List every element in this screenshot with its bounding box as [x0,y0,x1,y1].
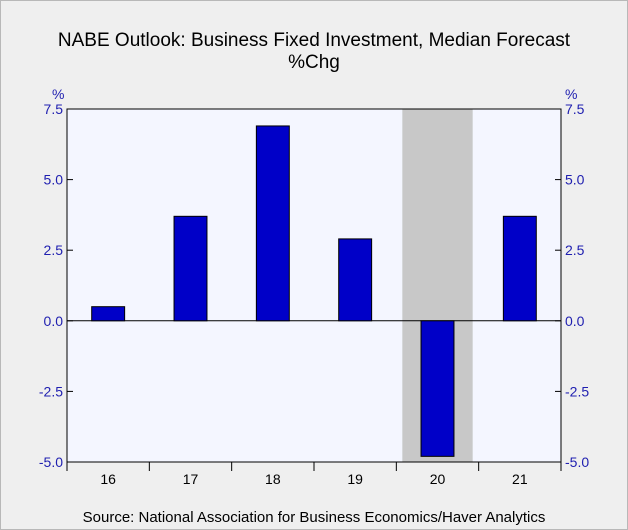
left-tick-label: -2.5 [39,383,63,399]
left-tick-label: 7.5 [44,101,64,117]
source-note: Source: National Association for Busines… [82,509,546,526]
x-tick-label: 20 [430,471,446,487]
right-tick-label: 2.5 [565,242,585,258]
chart-subtitle: %Chg [288,52,340,73]
bar-17 [173,215,208,322]
plot-area [67,109,561,462]
left-axis-unit: % [52,86,65,102]
right-tick-label: 5.0 [565,172,585,188]
right-tick-label: -5.0 [565,454,589,470]
left-tick-label: 5.0 [44,172,64,188]
bar-20 [420,320,455,457]
bar-18 [255,125,290,322]
x-tick-label: 21 [512,471,528,487]
bar-16 [91,306,126,322]
right-axis-unit: % [565,86,578,102]
x-tick-label: 16 [100,471,116,487]
x-tick-label: 18 [265,471,281,487]
right-tick-label: 7.5 [565,101,585,117]
bar-19 [338,238,373,322]
right-tick-label: -2.5 [565,383,589,399]
left-tick-label: -5.0 [39,454,63,470]
left-tick-label: 0.0 [44,313,64,329]
chart-title: NABE Outlook: Business Fixed Investment,… [57,30,571,51]
x-tick-label: 19 [347,471,363,487]
x-tick-label: 17 [183,471,199,487]
left-tick-label: 2.5 [44,242,64,258]
right-tick-label: 0.0 [565,313,585,329]
bar-21 [502,215,537,322]
